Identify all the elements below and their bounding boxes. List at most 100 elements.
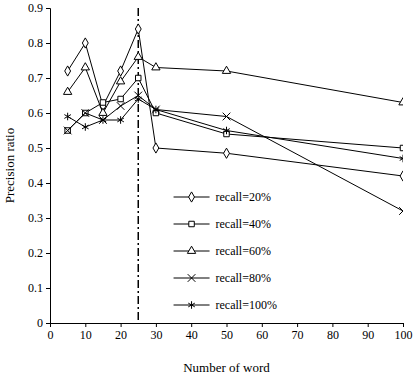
marker — [224, 148, 230, 158]
tick-label: 70 — [292, 328, 304, 342]
line — [68, 57, 403, 113]
marker — [82, 123, 89, 131]
legend-label: recall=60% — [216, 244, 271, 258]
legend-label: recall=80% — [216, 271, 271, 285]
legend-marker — [189, 192, 195, 202]
tick: 0.4 — [28, 176, 50, 190]
tick-mark — [227, 323, 228, 327]
legend-label: recall=40% — [216, 217, 271, 231]
marker — [65, 66, 71, 76]
tick-label: 0.4 — [28, 176, 43, 190]
x-axis: 0 10 20 30 40 50 60 70 80 90 100 — [48, 323, 413, 342]
marker — [399, 207, 403, 215]
marker — [117, 116, 124, 124]
marker — [64, 113, 71, 121]
tick: 40 — [186, 323, 198, 342]
marker — [400, 171, 403, 181]
tick-label: 80 — [327, 328, 339, 342]
marker — [81, 63, 89, 70]
tick-label: 0.6 — [28, 106, 43, 120]
marker — [222, 66, 230, 73]
marker — [82, 38, 88, 48]
series — [64, 92, 403, 215]
tick-mark — [297, 323, 298, 327]
tick-mark — [46, 78, 50, 79]
legend-marker — [188, 274, 196, 282]
legend-label: recall=100% — [216, 298, 277, 312]
line — [68, 29, 403, 176]
tick-label: 30 — [150, 328, 162, 342]
marker — [136, 75, 141, 80]
tick-label: 0 — [37, 316, 43, 330]
marker — [400, 155, 403, 163]
tick: 80 — [327, 323, 339, 342]
marker — [99, 108, 107, 115]
tick: 100 — [395, 323, 413, 342]
series — [64, 95, 403, 162]
tick: 0.9 — [28, 1, 50, 15]
tick-label: 50 — [221, 328, 233, 342]
tick-mark — [121, 323, 122, 327]
marker — [152, 63, 160, 70]
tick-mark — [191, 323, 192, 327]
series — [63, 52, 403, 115]
tick-label: 0.8 — [28, 36, 43, 50]
tick-mark — [46, 218, 50, 219]
marker — [100, 100, 105, 105]
tick-label: 90 — [362, 328, 374, 342]
tick-mark — [46, 253, 50, 254]
tick-mark — [46, 288, 50, 289]
chart: 0 10 20 30 40 50 60 70 80 90 100 0 0.1 0.2 0.3 0.4 0.5 0.… — [0, 0, 414, 382]
line — [68, 96, 403, 212]
tick-label: 60 — [256, 328, 268, 342]
tick: 30 — [150, 323, 162, 342]
tick: 10 — [80, 323, 92, 342]
tick: 0 — [48, 323, 54, 342]
tick-mark — [46, 323, 50, 324]
tick-label: 100 — [395, 328, 413, 342]
tick: 90 — [362, 323, 374, 342]
marker — [223, 113, 231, 121]
tick-label: 0.5 — [28, 141, 43, 155]
legend-item: recall=40% — [174, 217, 271, 231]
tick: 0 — [37, 316, 50, 330]
legend-item: recall=20% — [174, 190, 271, 204]
legend-marker — [187, 246, 195, 253]
legend-item: recall=100% — [174, 298, 277, 312]
plot: 0 10 20 30 40 50 60 70 80 90 100 0 0.1 0.2 0.3 0.4 0.5 0.… — [28, 1, 413, 341]
marker — [64, 127, 72, 135]
tick: 0.2 — [28, 246, 50, 260]
marker — [400, 145, 403, 150]
tick: 0.1 — [28, 281, 50, 295]
tick-label: 0.3 — [28, 211, 43, 225]
legend-label: recall=20% — [216, 190, 271, 204]
marker — [118, 66, 124, 76]
tick: 0.6 — [28, 106, 50, 120]
marker — [63, 87, 71, 94]
tick-mark — [46, 8, 50, 9]
axis-line — [46, 9, 51, 324]
marker — [116, 77, 124, 84]
tick-mark — [46, 183, 50, 184]
marker — [135, 95, 142, 103]
data-area — [63, 8, 403, 323]
tick: 20 — [115, 323, 127, 342]
marker — [399, 98, 403, 105]
tick: 60 — [256, 323, 268, 342]
marker — [117, 102, 125, 110]
tick-label: 0.2 — [28, 246, 43, 260]
tick-label: 0.7 — [28, 71, 43, 85]
line — [68, 99, 403, 159]
tick-label: 20 — [115, 328, 127, 342]
tick-mark — [368, 323, 369, 327]
tick: 0.8 — [28, 36, 50, 50]
tick-mark — [156, 323, 157, 327]
y-axis-title: Precision ratio — [2, 128, 17, 203]
tick-mark — [332, 323, 333, 327]
tick-mark — [46, 43, 50, 44]
tick-label: 10 — [80, 328, 92, 342]
marker — [81, 109, 89, 117]
tick: 0.7 — [28, 71, 50, 85]
legend: recall=20% recall=40% recall=60% recall=80%… — [174, 190, 277, 312]
marker — [135, 24, 141, 34]
